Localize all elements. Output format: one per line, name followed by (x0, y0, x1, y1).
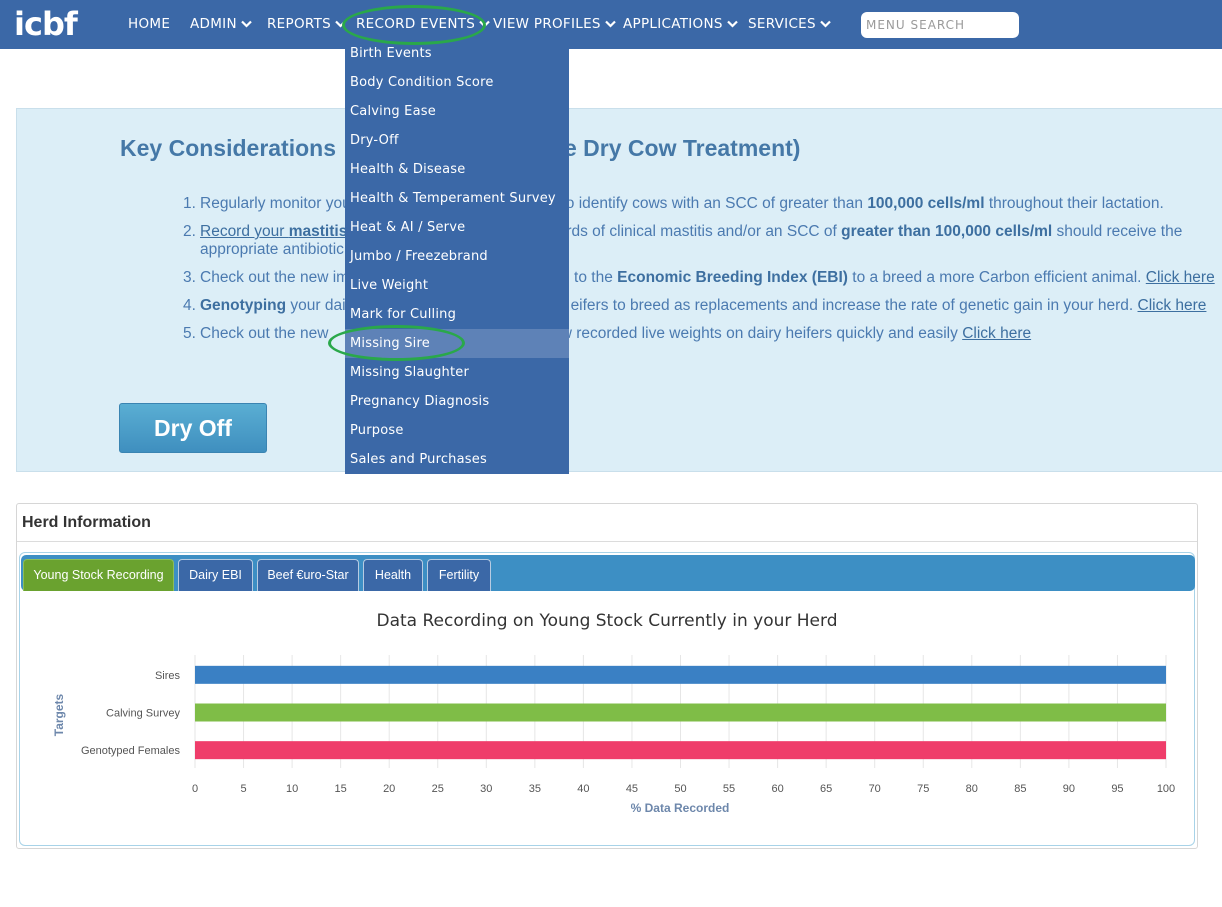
tab-beef-euro-star[interactable]: Beef €uro-Star (257, 559, 359, 591)
nav-reports[interactable]: REPORTS (267, 0, 346, 49)
chart-tick-labels: 0 5 10 15 20 25 30 35 40 45 50 55 60 65 70 75 80 85 90 95 10… (192, 783, 1175, 795)
chevron-down-icon (820, 20, 831, 28)
bar-sires[interactable] (195, 665, 1166, 684)
chevron-down-icon (335, 20, 346, 28)
x-tick-label: 75 (917, 783, 929, 795)
chart-category-labels: Sires Calving Survey Genotyped Females (81, 670, 181, 757)
list-item: 4. Genotyping your dai eifers to breed as … (183, 297, 1207, 314)
menu-item-health-disease[interactable]: Health & Disease (350, 162, 466, 177)
menu-item-pregnancy-diagnosis[interactable]: Pregnancy Diagnosis (350, 394, 490, 409)
menu-item-purpose[interactable]: Purpose (350, 423, 404, 438)
x-tick-label: 5 (240, 783, 246, 795)
bar-genotyped-females[interactable] (195, 741, 1166, 760)
y-axis-label: Targets (52, 693, 66, 736)
menu-item-health-temperament-survey[interactable]: Health & Temperament Survey (350, 191, 556, 206)
young-stock-chart: Data Recording on Young Stock Currently … (20, 600, 1190, 825)
x-tick-label: 10 (286, 783, 298, 795)
x-tick-label: 20 (383, 783, 395, 795)
click-here-link[interactable]: Click here (962, 325, 1032, 342)
key-considerations-title: Key Considerations e Dry Cow Treatment) (120, 135, 801, 161)
click-here-link[interactable]: Click here (1145, 269, 1215, 286)
icbf-logo[interactable]: icbf (14, 5, 78, 43)
x-tick-label: 50 (674, 783, 686, 795)
menu-search-input[interactable] (861, 12, 1019, 38)
tab-health[interactable]: Health (363, 559, 423, 591)
list-item: 2. Record your mastitis rds of clinical ma… (183, 223, 1183, 240)
x-tick-label: 60 (771, 783, 783, 795)
x-tick-label: 15 (335, 783, 347, 795)
key-considerations-panel: Key Considerations e Dry Cow Treatment) 1… (16, 108, 1222, 472)
chevron-down-icon (726, 20, 738, 28)
x-tick-label: 30 (480, 783, 492, 795)
x-tick-label: 35 (529, 783, 541, 795)
tab-fertility[interactable]: Fertility (427, 559, 491, 591)
nav-services[interactable]: SERVICES (748, 0, 831, 49)
x-tick-label: 70 (869, 783, 881, 795)
x-tick-label: 80 (966, 783, 978, 795)
chevron-down-icon (479, 20, 490, 28)
menu-item-heat-ai-serve[interactable]: Heat & AI / Serve (350, 220, 466, 235)
chevron-down-icon (241, 20, 252, 28)
menu-item-jumbo-freezebrand[interactable]: Jumbo / Freezebrand (350, 249, 488, 264)
category-label: Sires (155, 670, 181, 682)
list-item: 3. Check out the new im to the Economic Br… (183, 269, 1215, 286)
nav-view-profiles[interactable]: VIEW PROFILES (493, 0, 616, 49)
x-tick-label: 25 (432, 783, 444, 795)
herd-information-title: Herd Information (22, 514, 151, 531)
category-label: Genotyped Females (81, 745, 181, 757)
category-label: Calving Survey (106, 708, 180, 720)
x-tick-label: 55 (723, 783, 735, 795)
x-tick-label: 45 (626, 783, 638, 795)
dry-off-button[interactable]: Dry Off (119, 403, 267, 453)
tab-dairy-ebi[interactable]: Dairy EBI (178, 559, 253, 591)
menu-item-sales-and-purchases[interactable]: Sales and Purchases (350, 452, 487, 467)
menu-item-body-condition-score[interactable]: Body Condition Score (350, 75, 494, 90)
x-tick-label: 95 (1111, 783, 1123, 795)
tab-young-stock-recording[interactable]: Young Stock Recording (23, 559, 174, 591)
menu-item-calving-ease[interactable]: Calving Ease (350, 104, 436, 119)
bar-calving-survey[interactable] (195, 703, 1166, 722)
menu-item-missing-sire[interactable]: Missing Sire (345, 329, 569, 358)
list-item: 1. Regularly monitor you o identify cows w… (183, 195, 1164, 212)
chart-svg: Data Recording on Young Stock Currently … (52, 611, 1175, 815)
click-here-link[interactable]: Click here (1137, 297, 1207, 314)
x-axis-label: % Data Recorded (631, 801, 730, 815)
record-mastitis-link[interactable]: Record your mastitis (200, 223, 348, 240)
record-events-dropdown: Birth Events Body Condition Score Calvin… (345, 42, 569, 474)
x-tick-label: 65 (820, 783, 832, 795)
top-navbar: icbf HOME ADMIN REPORTS RECORD EVENTS VI… (0, 0, 1222, 49)
nav-home[interactable]: HOME (128, 16, 171, 32)
menu-item-live-weight[interactable]: Live Weight (350, 278, 429, 293)
divider (17, 541, 1197, 542)
herd-tabs-container: Young Stock Recording Dairy EBI Beef €ur… (19, 552, 1195, 846)
x-tick-label: 0 (192, 783, 198, 795)
nav-applications[interactable]: APPLICATIONS (623, 0, 738, 49)
chart-bars (195, 665, 1166, 760)
menu-item-missing-slaughter[interactable]: Missing Slaughter (350, 365, 470, 380)
menu-item-dry-off[interactable]: Dry-Off (350, 133, 399, 148)
menu-item-birth-events[interactable]: Birth Events (350, 46, 432, 61)
x-tick-label: 40 (577, 783, 589, 795)
x-tick-label: 90 (1063, 783, 1075, 795)
tab-bar: Young Stock Recording Dairy EBI Beef €ur… (21, 555, 1195, 591)
menu-item-mark-for-culling[interactable]: Mark for Culling (350, 307, 457, 322)
list-item-continuation: appropriate antibiotic (200, 241, 344, 258)
chevron-down-icon (605, 20, 616, 28)
x-tick-label: 85 (1014, 783, 1026, 795)
nav-admin[interactable]: ADMIN (190, 0, 252, 49)
x-tick-label: 100 (1157, 783, 1175, 795)
chart-title: Data Recording on Young Stock Currently … (376, 611, 837, 631)
list-item: 5. Check out the new w recorded live weig… (183, 325, 1032, 342)
